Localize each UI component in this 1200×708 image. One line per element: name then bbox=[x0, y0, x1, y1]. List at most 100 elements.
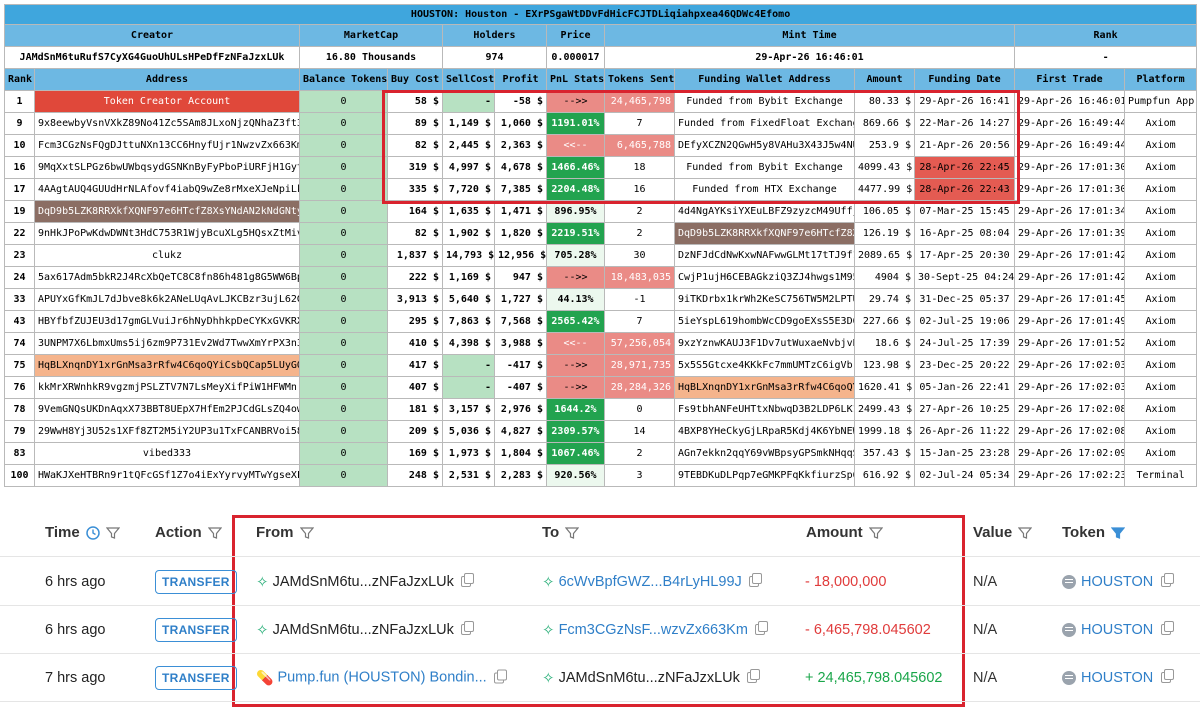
cell-balance: 0 bbox=[299, 244, 388, 267]
cell-rank: 76 bbox=[4, 376, 35, 399]
cell-profit: 1,471 $ bbox=[494, 200, 547, 223]
copy-icon[interactable] bbox=[754, 621, 768, 635]
transfer-from[interactable]: 💊 Pump.fun (HOUSTON) Bondin... bbox=[256, 669, 507, 686]
filter-active-icon[interactable] bbox=[1111, 526, 1126, 540]
cell-pnl-stats: -->> bbox=[546, 354, 605, 377]
copy-icon[interactable] bbox=[1161, 621, 1175, 635]
col-platform: Platform bbox=[1123, 68, 1198, 91]
copy-icon[interactable] bbox=[460, 573, 474, 587]
cell-profit: 7,385 $ bbox=[494, 178, 547, 201]
to-address[interactable]: JAMdSnM6tu...zNFaJzxLUk bbox=[558, 669, 740, 686]
cell-platform: Axiom bbox=[1123, 222, 1198, 245]
cell-sell-cost: - bbox=[442, 354, 495, 377]
cell-profit: 3,988 $ bbox=[494, 332, 547, 355]
cell-sell-cost: 1,149 $ bbox=[442, 112, 495, 135]
header-amount[interactable]: Amount bbox=[806, 524, 883, 541]
cell-address: kkMrXRWnhkR9vgzmjPSLZTV7N7LsMeyXifPiW1HF… bbox=[34, 376, 300, 399]
filter-icon[interactable] bbox=[299, 526, 314, 540]
cell-funding-wallet: 5x5S5Gtcxe4KKkFc7mmUMTzC6igVb bbox=[674, 354, 855, 377]
header-token[interactable]: Token bbox=[1062, 524, 1126, 541]
filter-icon[interactable] bbox=[1018, 526, 1033, 540]
filter-icon[interactable] bbox=[207, 526, 222, 540]
to-address[interactable]: 6cWvBpfGWZ...B4rLyHL99J bbox=[558, 573, 742, 590]
clock-icon[interactable] bbox=[86, 525, 100, 540]
transfer-token[interactable]: HOUSTON bbox=[1062, 621, 1175, 638]
meta-header-creator: Creator bbox=[4, 24, 300, 47]
cell-first-trade: 29-Apr-26 16:49:44 bbox=[1014, 112, 1125, 135]
cell-buy-cost: 1,837 $ bbox=[387, 244, 443, 267]
token-name[interactable]: HOUSTON bbox=[1081, 573, 1154, 590]
filter-icon[interactable] bbox=[105, 526, 120, 540]
holder-row: 33 APUYxGfKmJL7dJbve8k6k2ANeLUqAvLJKCBzr3… bbox=[4, 288, 1198, 311]
col-amount: Amount bbox=[854, 68, 915, 91]
transfer-action-badge[interactable]: TRANSFER bbox=[155, 569, 237, 594]
filter-icon[interactable] bbox=[565, 526, 580, 540]
cell-first-trade: 29-Apr-26 16:49:44 bbox=[1014, 134, 1125, 157]
cell-amount: 4477.99 $ bbox=[854, 178, 915, 201]
cell-sell-cost: 7,720 $ bbox=[442, 178, 495, 201]
cell-rank: 43 bbox=[4, 310, 35, 333]
cell-rank: 9 bbox=[4, 112, 35, 135]
transfer-action-badge[interactable]: TRANSFER bbox=[155, 617, 237, 642]
transfer-to[interactable]: ✧ 6cWvBpfGWZ...B4rLyHL99J bbox=[542, 573, 762, 591]
token-name[interactable]: HOUSTON bbox=[1081, 669, 1154, 686]
copy-icon[interactable] bbox=[460, 621, 474, 635]
header-time[interactable]: Time bbox=[45, 524, 120, 541]
copy-icon[interactable] bbox=[746, 669, 760, 683]
cell-funding-wallet: DqD9b5LZK8RRXkfXQNF97e6HTcfZ8X bbox=[674, 222, 855, 245]
header-time-label: Time bbox=[45, 524, 80, 541]
cell-first-trade: 29-Apr-26 17:01:49 bbox=[1014, 310, 1125, 333]
filter-icon[interactable] bbox=[868, 526, 883, 540]
transfer-value: N/A bbox=[973, 621, 998, 638]
token-holder-sheet: HOUSTON: Houston - EXrPSgaWtDDvFdHicFCJT… bbox=[3, 4, 1198, 487]
cell-amount: 18.6 $ bbox=[854, 332, 915, 355]
transfer-from[interactable]: ✧ JAMdSnM6tu...zNFaJzxLUk bbox=[256, 621, 474, 639]
transfer-to[interactable]: ✧ Fcm3CGzNsF...wzvZx663Km bbox=[542, 621, 768, 639]
header-from[interactable]: From bbox=[256, 524, 314, 541]
cell-sell-cost: 3,157 $ bbox=[442, 398, 495, 421]
cell-sell-cost: 2,531 $ bbox=[442, 464, 495, 487]
from-address[interactable]: Pump.fun (HOUSTON) Bondin... bbox=[277, 669, 487, 686]
cell-tokens-sent: 24,465,798 bbox=[604, 90, 675, 113]
cell-address: HqBLXnqnDY1xrGnMsa3rRfw4C6qoQYiCsbQCap5L… bbox=[34, 354, 300, 377]
header-to[interactable]: To bbox=[542, 524, 580, 541]
cell-rank: 78 bbox=[4, 398, 35, 421]
header-value[interactable]: Value bbox=[973, 524, 1033, 541]
col-buy-cost: Buy Cost bbox=[387, 68, 443, 91]
cell-sell-cost: - bbox=[442, 376, 495, 399]
cell-tokens-sent: 18,483,035 bbox=[604, 266, 675, 289]
copy-icon[interactable] bbox=[748, 573, 762, 587]
col-profit: Profit bbox=[494, 68, 547, 91]
cell-tokens-sent: 57,256,054 bbox=[604, 332, 675, 355]
cell-balance: 0 bbox=[299, 112, 388, 135]
from-address[interactable]: JAMdSnM6tu...zNFaJzxLUk bbox=[272, 621, 454, 638]
cell-amount: 4904 $ bbox=[854, 266, 915, 289]
token-name[interactable]: HOUSTON bbox=[1081, 621, 1154, 638]
cell-buy-cost: 3,913 $ bbox=[387, 288, 443, 311]
cell-sell-cost: 7,863 $ bbox=[442, 310, 495, 333]
header-action[interactable]: Action bbox=[155, 524, 222, 541]
cell-funding-wallet: Funded from FixedFloat Exchange bbox=[674, 112, 855, 135]
copy-icon[interactable] bbox=[1161, 573, 1175, 587]
cell-pnl-stats: 920.56% bbox=[546, 464, 605, 487]
copy-icon[interactable] bbox=[1161, 669, 1175, 683]
transfer-action-badge[interactable]: TRANSFER bbox=[155, 665, 237, 690]
from-address[interactable]: JAMdSnM6tu...zNFaJzxLUk bbox=[272, 573, 454, 590]
transfer-token[interactable]: HOUSTON bbox=[1062, 669, 1175, 686]
cell-tokens-sent: 0 bbox=[604, 398, 675, 421]
transfer-to[interactable]: ✧ JAMdSnM6tu...zNFaJzxLUk bbox=[542, 669, 760, 687]
cell-pnl-stats: 896.95% bbox=[546, 200, 605, 223]
cell-funding-date: 23-Dec-25 20:22 bbox=[914, 354, 1015, 377]
cell-profit: 4,827 $ bbox=[494, 420, 547, 443]
cell-funding-date: 05-Jan-26 22:41 bbox=[914, 376, 1015, 399]
cell-funding-wallet: 4BXP8YHeCkyGjLRpaR5Kdj4K6YbNEW bbox=[674, 420, 855, 443]
copy-icon[interactable] bbox=[493, 669, 507, 683]
cell-address: 3UNPM7X6LbmxUms5ij6zm9P731Ev2Wd7TwwXmYrP… bbox=[34, 332, 300, 355]
transfer-from[interactable]: ✧ JAMdSnM6tu...zNFaJzxLUk bbox=[256, 573, 474, 591]
transfer-token[interactable]: HOUSTON bbox=[1062, 573, 1175, 590]
cell-funding-wallet: Funded from HTX Exchange bbox=[674, 178, 855, 201]
to-address[interactable]: Fcm3CGzNsF...wzvZx663Km bbox=[558, 621, 748, 638]
cell-rank: 79 bbox=[4, 420, 35, 443]
cell-buy-cost: 417 $ bbox=[387, 354, 443, 377]
cell-amount: 253.9 $ bbox=[854, 134, 915, 157]
